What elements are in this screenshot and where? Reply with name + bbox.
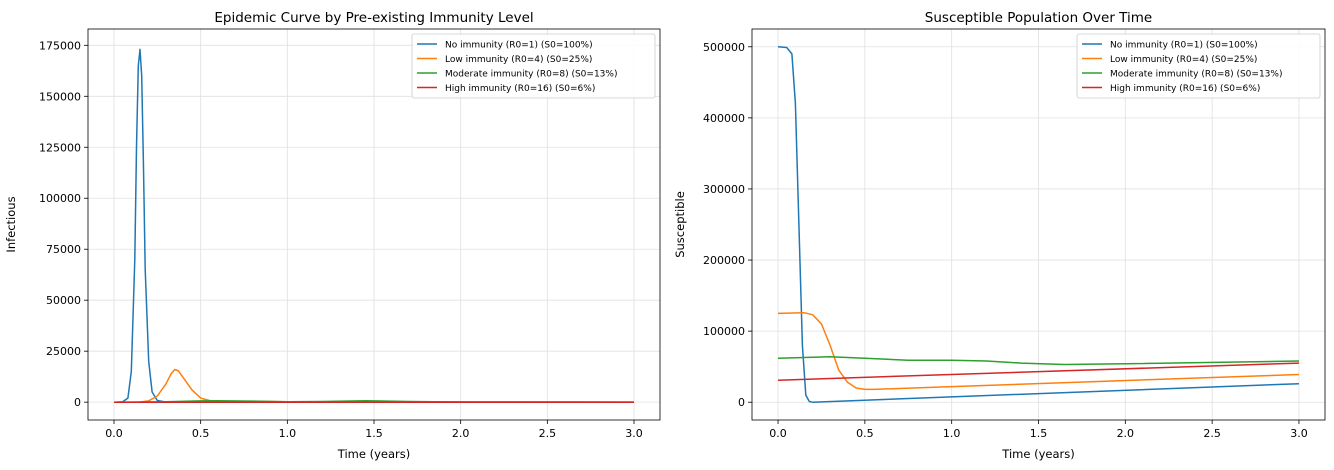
x-tick-label: 1.0 [943, 427, 961, 440]
y-axis-label: Susceptible [673, 191, 687, 258]
legend-label-4: High immunity (R0=16) (S0=6%) [1110, 84, 1260, 94]
legend-label-1: No immunity (R0=1) (S0=100%) [445, 41, 593, 51]
x-tick-label: 0.0 [769, 427, 787, 440]
legend-box [411, 33, 656, 99]
legend: No immunity (R0=1) (S0=100%) Low immunity… [1076, 33, 1321, 99]
y-axis-label: Infectious [4, 196, 18, 252]
y-tick-label: 200000 [703, 254, 745, 267]
x-tick-label: 2.5 [539, 427, 557, 440]
axes-frame [87, 28, 661, 421]
x-axis-label: Time (years) [1001, 447, 1074, 461]
x-tick-label: 2.5 [1203, 427, 1221, 440]
x-tick-label: 3.0 [1290, 427, 1308, 440]
legend-label-3: Moderate immunity (R0=8) (S0=13%) [445, 70, 617, 80]
y-tick-label: 175000 [39, 39, 81, 52]
y-tick-label: 50000 [46, 294, 81, 307]
y-tick-label: 0 [738, 396, 745, 409]
series-line-2 [777, 311, 1300, 391]
axes-frame [751, 28, 1326, 421]
legend-label-3: Moderate immunity (R0=8) (S0=13%) [1110, 70, 1282, 80]
y-tick-label: 125000 [39, 141, 81, 154]
x-tick-label: 1.0 [279, 427, 297, 440]
x-tick-label: 2.0 [452, 427, 470, 440]
x-tick-label: 3.0 [625, 427, 643, 440]
series-line-1 [777, 46, 1300, 403]
x-tick-label: 0.5 [192, 427, 210, 440]
y-tick-label: 300000 [703, 183, 745, 196]
chart-1: 0.0 0.5 1.0 1.5 2.0 2.5 3.0 0 25000 50000 75000 100… [4, 10, 661, 461]
y-tick-label: 0 [74, 396, 81, 409]
y-tick-label: 100000 [703, 325, 745, 338]
x-axis-label: Time (years) [337, 447, 410, 461]
legend-label-1: No immunity (R0=1) (S0=100%) [1110, 41, 1258, 51]
y-tick-label: 100000 [39, 192, 81, 205]
chart-title: Susceptible Population Over Time [925, 10, 1152, 26]
legend-box [1076, 33, 1321, 99]
x-tick-label: 1.5 [365, 427, 383, 440]
series-line-1 [113, 48, 635, 403]
legend-label-2: Low immunity (R0=4) (S0=25%) [445, 55, 592, 65]
y-tick-label: 75000 [46, 243, 81, 256]
y-tick-label: 25000 [46, 345, 81, 358]
y-tick-label: 150000 [39, 90, 81, 103]
series-line-4 [777, 362, 1300, 381]
y-tick-label: 400000 [703, 112, 745, 125]
legend-label-4: High immunity (R0=16) (S0=6%) [445, 84, 595, 94]
legend-label-2: Low immunity (R0=4) (S0=25%) [1110, 55, 1257, 65]
x-tick-label: 0.0 [105, 427, 123, 440]
series-line-3 [777, 355, 1300, 366]
legend: No immunity (R0=1) (S0=100%) Low immunity… [411, 33, 656, 99]
chart-2: 0.0 0.5 1.0 1.5 2.0 2.5 3.0 0 100000 200000 300000… [673, 10, 1326, 461]
y-tick-label: 500000 [703, 41, 745, 54]
x-tick-label: 0.5 [856, 427, 874, 440]
chart-title: Epidemic Curve by Pre-existing Immunity … [214, 10, 533, 26]
x-tick-label: 1.5 [1030, 427, 1048, 440]
x-tick-label: 2.0 [1117, 427, 1135, 440]
